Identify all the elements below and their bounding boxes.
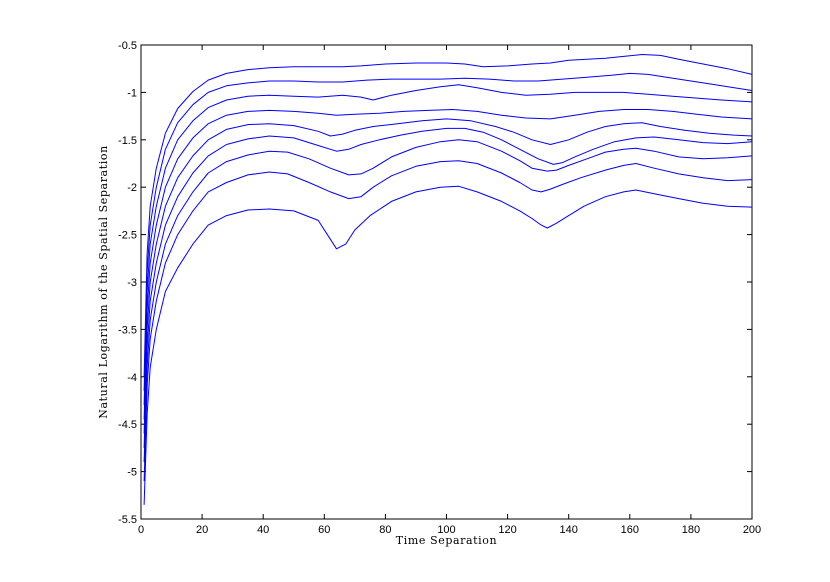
y-axis-title: Natural Logarithm of the Spatial Separat…: [97, 145, 110, 419]
x-tick-label: 180: [682, 524, 700, 536]
series-line-5: [143, 118, 753, 434]
series-line-2: [143, 160, 753, 482]
y-tick-label: -1.5: [118, 135, 137, 147]
x-axis: 0 20 40 60 80 100 120 140 160 180 200: [138, 45, 761, 536]
y-tick-label: -0.5: [118, 40, 137, 52]
y-tick-label: -5.5: [118, 514, 137, 526]
y-tick-label: -1: [127, 87, 137, 99]
x-tick-label: 100: [437, 524, 455, 536]
y-tick-label: -3: [127, 277, 137, 289]
x-tick-label: 20: [196, 524, 208, 536]
x-axis-title: Time Separation: [396, 534, 497, 547]
y-tick-label: -2.5: [118, 230, 137, 242]
x-tick-label: 80: [379, 524, 391, 536]
series-line-1: [143, 185, 753, 505]
series-layer: [143, 54, 753, 505]
y-axis: -5.5 -5 -4.5 -4 -3.5 -3 -2.5 -2 -1.5 -1 -0.5: [118, 40, 752, 526]
y-tick-label: -2: [127, 182, 137, 194]
x-tick-label: 120: [498, 524, 516, 536]
series-line-4: [143, 127, 753, 448]
series-line-3: [143, 139, 753, 463]
x-tick-label: 200: [743, 524, 761, 536]
series-line-8: [143, 72, 753, 392]
x-tick-label: 60: [318, 524, 330, 536]
plot-area: [140, 44, 753, 520]
y-tick-label: -4.5: [118, 419, 137, 431]
x-tick-label: 40: [257, 524, 269, 536]
series-line-7: [143, 84, 753, 406]
x-tick-label: 160: [621, 524, 639, 536]
series-line-9: [143, 54, 753, 377]
y-tick-label: -4: [127, 372, 137, 384]
x-tick-label: 140: [560, 524, 578, 536]
x-tick-label: 0: [138, 524, 144, 536]
series-line-6: [143, 109, 753, 420]
y-tick-label: -5: [127, 467, 137, 479]
y-tick-label: -3.5: [118, 324, 137, 336]
